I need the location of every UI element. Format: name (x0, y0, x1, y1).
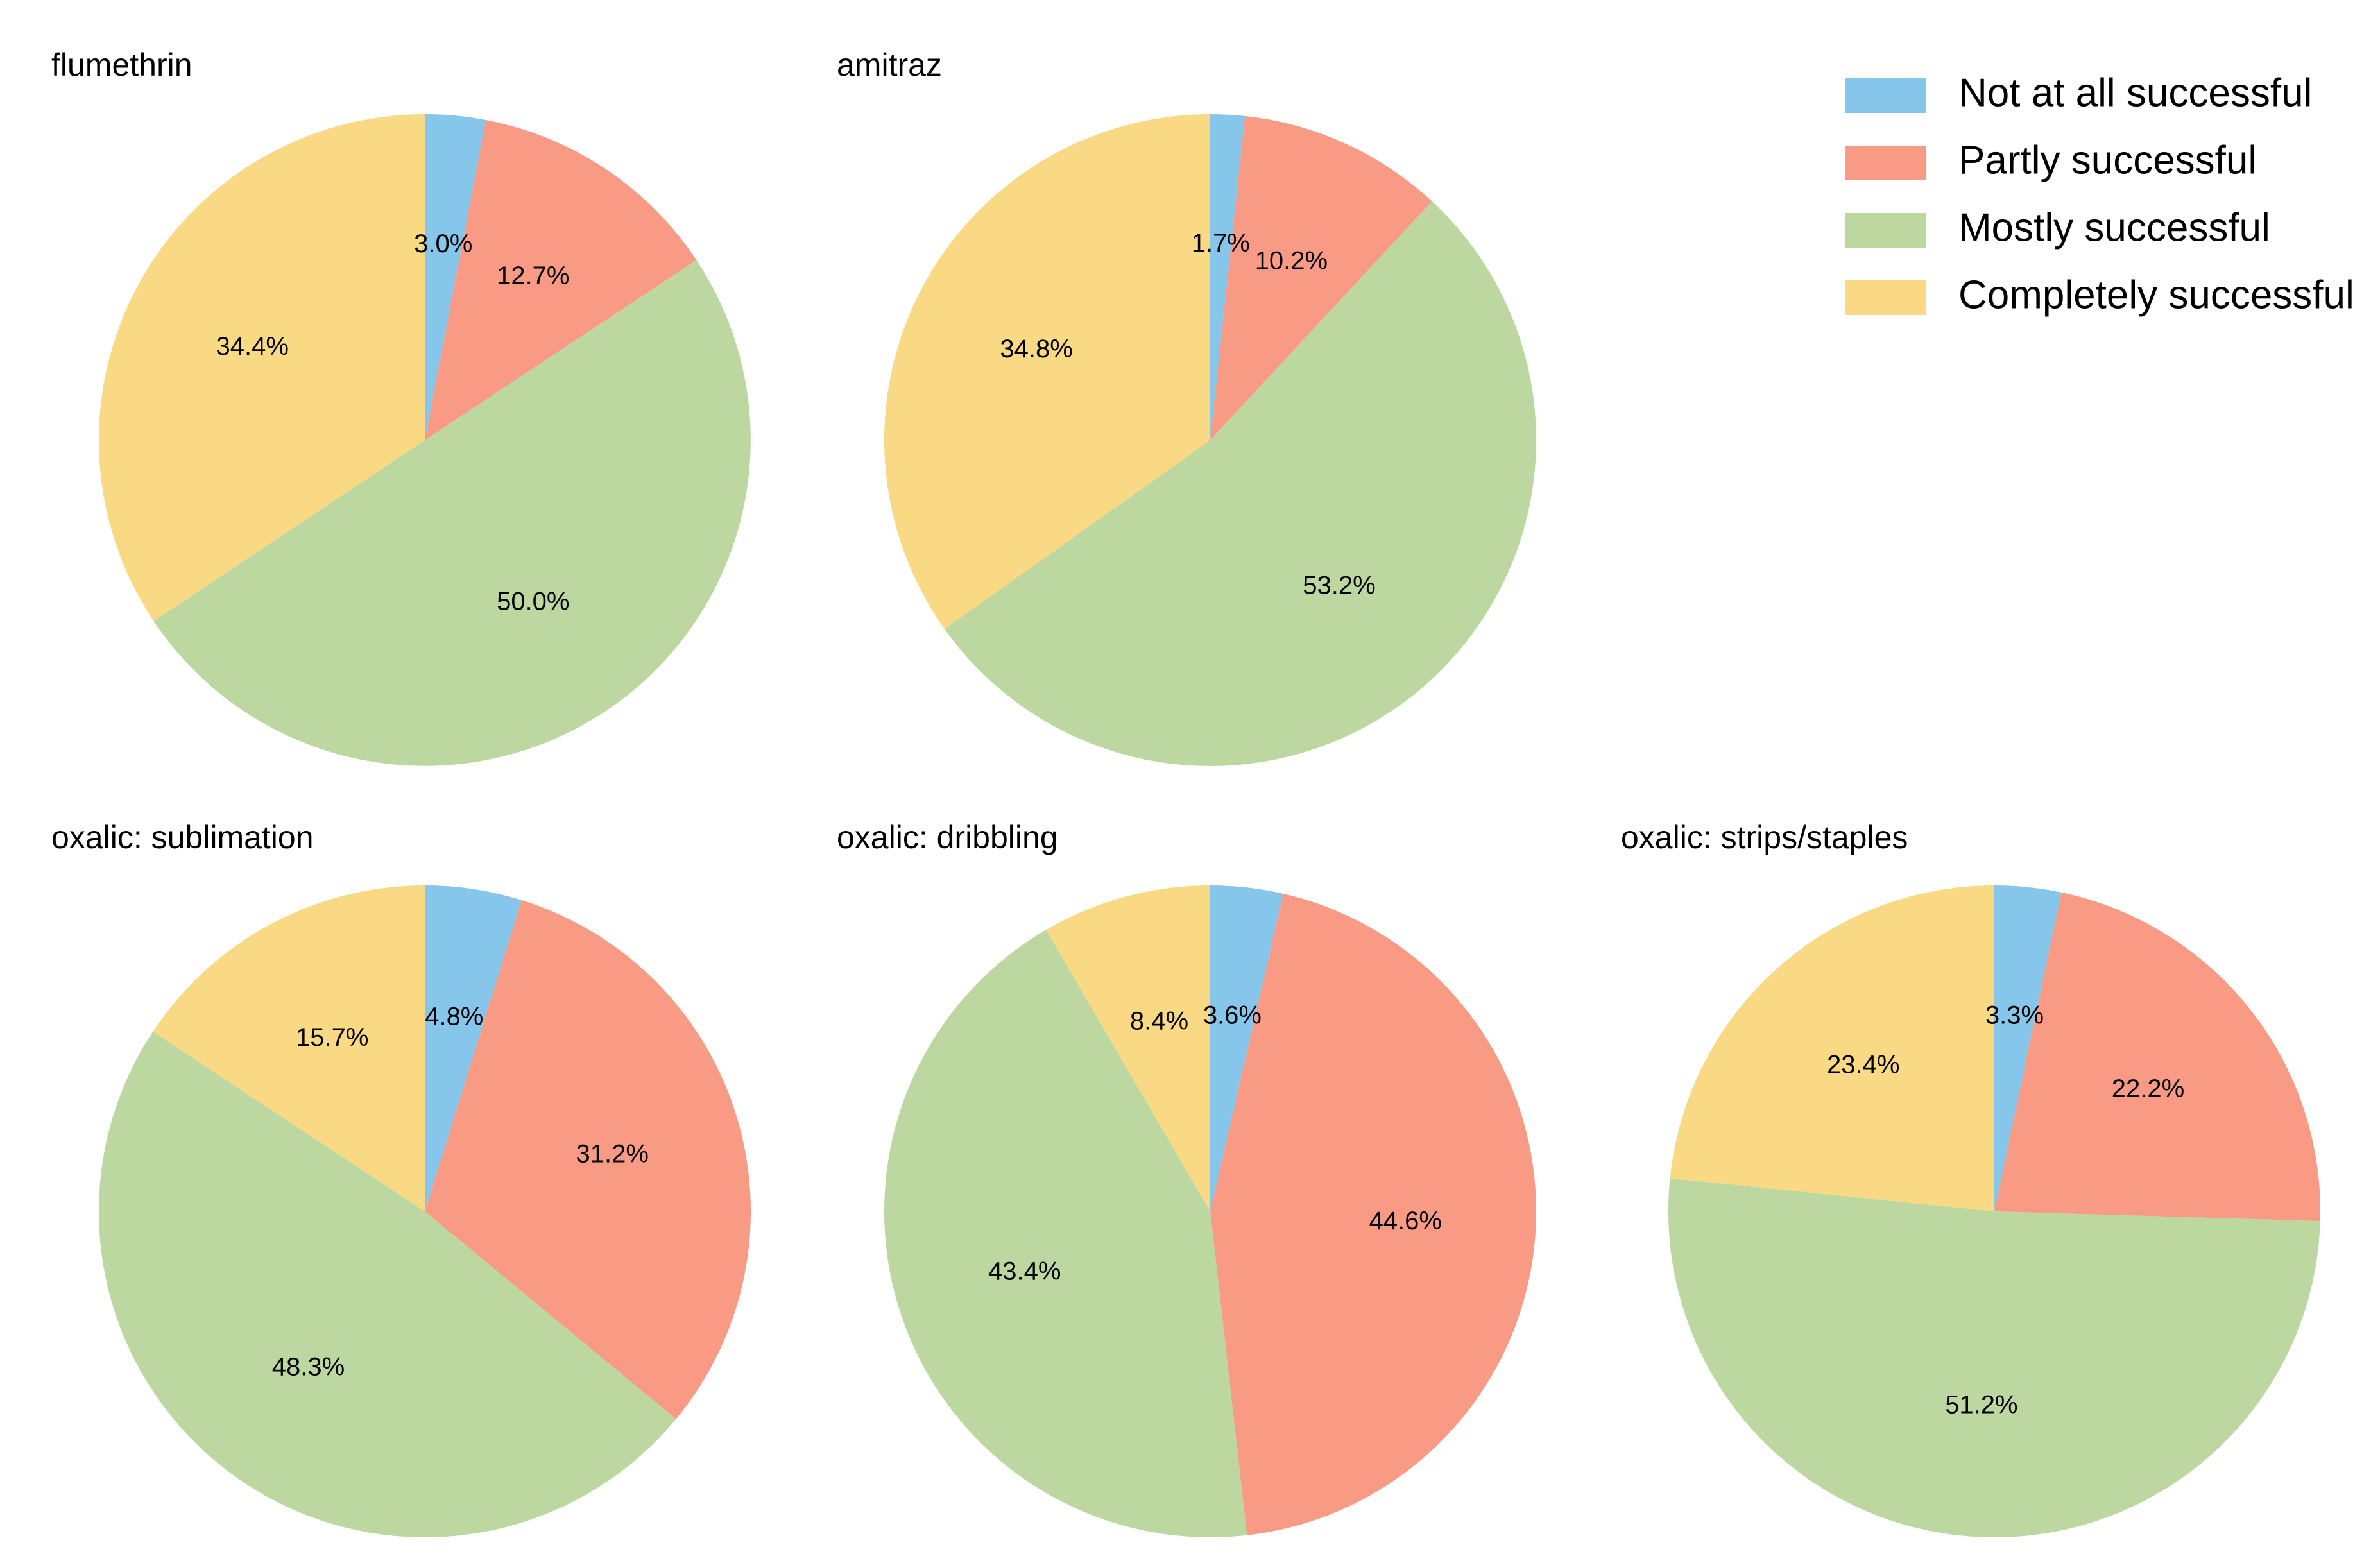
pie-title: flumethrin (51, 47, 193, 83)
slice-value-label: 10.2% (1255, 246, 1328, 275)
legend-item-not-at-all-successful: Not at all successful (1845, 71, 2312, 115)
pie-slice-mostly-successful (99, 1031, 676, 1537)
pie-oxalic-dribbling: oxalic: dribbling 3.6% 44.6% 43.4% 8.4% (837, 819, 1536, 1537)
slice-value-label: 12.7% (497, 262, 569, 290)
pie-amitraz: amitraz 1.7%10.2% 53.2% 34.8% (837, 47, 1536, 766)
legend-item-mostly-successful: Mostly successful (1845, 205, 2270, 250)
pie-slice-partly-successful (1210, 893, 1536, 1535)
pie-slice-completely-successful (884, 114, 1210, 629)
pie-slice-completely-successful (99, 114, 425, 621)
slice-value-label: 34.4% (216, 332, 288, 361)
slice-value-label: 44.6% (1369, 1207, 1442, 1235)
legend-label: Completely successful (1958, 273, 2354, 317)
slice-value-label: 4.8% (425, 1002, 483, 1030)
legend: Not at all successful Partly successful Mo… (1845, 71, 2354, 317)
legend-item-completely-successful: Completely successful (1845, 273, 2354, 317)
legend-label: Mostly successful (1958, 205, 2270, 250)
pie-slice-not-at-all-successful (1210, 114, 1246, 440)
slice-value-label: 31.2% (576, 1140, 648, 1168)
pie-oxalic-strips-staples: oxalic: strips/staples 3.3% 22.2% 51.2% 23.4… (1621, 819, 2320, 1538)
slice-value-label: 22.2% (2112, 1075, 2184, 1103)
pie-slice-partly-successful (425, 900, 751, 1419)
pie-slice-partly-successful (425, 119, 697, 441)
pie-title: oxalic: sublimation (51, 819, 314, 855)
pie-slice-partly-successful (1994, 892, 2320, 1222)
pie-slice-not-at-all-successful (425, 114, 486, 440)
pie-slice-mostly-successful (153, 260, 751, 766)
slice-value-label: 15.7% (296, 1023, 368, 1052)
slice-value-label: 43.4% (988, 1258, 1061, 1286)
pie-slice-partly-successful (1210, 115, 1432, 440)
pie-slice-completely-successful (153, 885, 425, 1211)
legend-label: Not at all successful (1958, 71, 2312, 115)
pie-slice-completely-successful (1670, 885, 1994, 1211)
slice-value-label: 48.3% (272, 1353, 345, 1381)
legend-swatch (1845, 78, 1926, 113)
slice-value-label: 23.4% (1827, 1050, 1899, 1079)
legend-label: Partly successful (1958, 138, 2257, 182)
slice-value-label: 1.7% (1192, 229, 1250, 257)
legend-item-partly-successful: Partly successful (1845, 138, 2257, 182)
pie-slice-completely-successful (1046, 885, 1210, 1211)
pie-slice-not-at-all-successful (1210, 885, 1283, 1211)
pie-title: amitraz (837, 47, 942, 83)
pie-title: oxalic: strips/staples (1621, 819, 1908, 855)
pie-flumethrin: flumethrin 3.0% 12.7% 50.0% 34.4% (51, 47, 751, 766)
slice-value-label: 51.2% (1945, 1391, 2017, 1419)
pie-slice-mostly-successful (1668, 1178, 2320, 1538)
pie-slice-mostly-successful (884, 930, 1247, 1537)
pie-slice-mostly-successful (944, 201, 1536, 766)
slice-value-label: 8.4% (1130, 1007, 1188, 1035)
slice-value-label: 3.0% (414, 230, 472, 258)
slice-value-label: 34.8% (1000, 335, 1072, 363)
pie-charts: flumethrin 3.0% 12.7% 50.0% 34.4% amitraz 1.7%… (51, 47, 2320, 1538)
pie-slice-not-at-all-successful (1994, 885, 2062, 1211)
pie-oxalic-sublimation: oxalic: sublimation 4.8% 31.2% 48.3% 15.7% (51, 819, 751, 1537)
slice-value-label: 50.0% (497, 587, 569, 615)
pie-title: oxalic: dribbling (837, 819, 1058, 855)
pie-slice-not-at-all-successful (425, 885, 522, 1211)
legend-swatch (1845, 213, 1926, 248)
slice-value-label: 3.6% (1203, 1002, 1262, 1030)
legend-swatch (1845, 280, 1926, 315)
slice-value-label: 3.3% (1985, 1001, 2044, 1029)
legend-swatch (1845, 146, 1926, 180)
slice-value-label: 53.2% (1303, 572, 1375, 600)
